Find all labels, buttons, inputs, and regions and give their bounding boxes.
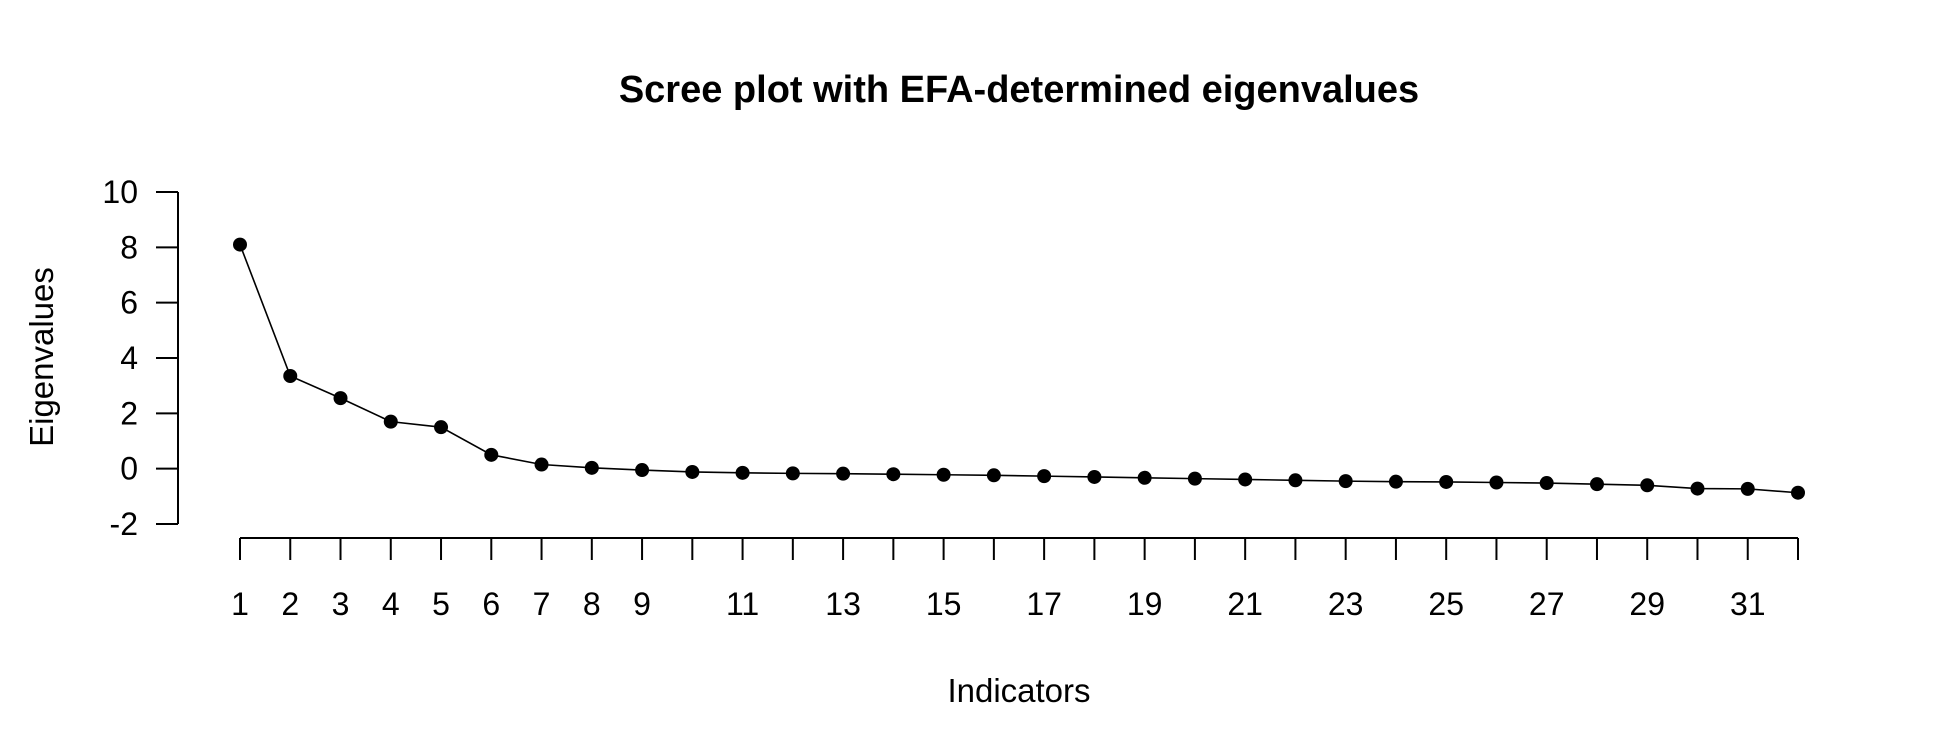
data-point: [1238, 472, 1253, 487]
x-tick-label: 21: [1227, 586, 1263, 622]
data-point: [233, 237, 247, 252]
data-point: [434, 420, 449, 435]
x-tick-label: 11: [726, 586, 759, 622]
y-tick-label: 2: [120, 395, 138, 431]
data-point: [1489, 475, 1504, 490]
x-tick-label: 9: [633, 586, 651, 622]
y-axis-label: Eigenvalues: [23, 267, 60, 447]
data-point: [685, 464, 700, 479]
x-tick-label: 1: [231, 586, 249, 622]
y-tick-label: 0: [120, 451, 138, 487]
data-point: [1087, 469, 1102, 484]
x-tick-label: 6: [482, 586, 500, 622]
x-tick-label: 17: [1026, 586, 1062, 622]
data-point: [1640, 478, 1655, 493]
x-tick-label: 13: [825, 586, 861, 622]
x-tick-label: 31: [1730, 586, 1766, 622]
data-point: [1740, 481, 1755, 496]
y-tick-label: -2: [110, 506, 138, 542]
x-tick-label: 19: [1127, 586, 1163, 622]
data-point: [1187, 471, 1202, 486]
x-tick-label: 8: [583, 586, 601, 622]
plot-area: [233, 237, 1805, 500]
x-axis: 1 2 3 4 5 6 7 8 9 11 13 15 17 19 21 23 25 27 29 31: [231, 537, 1799, 622]
data-point: [735, 465, 750, 480]
x-axis-label: Indicators: [947, 672, 1090, 709]
x-tick-label: 5: [432, 586, 450, 622]
data-point: [986, 468, 1001, 483]
x-tick-label: 25: [1428, 586, 1464, 622]
x-tick-label: 4: [382, 586, 400, 622]
data-point: [1137, 470, 1152, 485]
y-axis: -2 0 2 4 6 8 10: [102, 174, 179, 542]
x-tick-label: 15: [926, 586, 962, 622]
data-point: [484, 447, 499, 462]
x-tick-label: 7: [533, 586, 551, 622]
data-point: [785, 466, 800, 481]
data-point: [283, 368, 298, 383]
data-point: [1338, 474, 1353, 489]
x-tick-label: 27: [1529, 586, 1565, 622]
series-line: [239, 244, 1799, 494]
x-tick-label: 2: [281, 586, 299, 622]
chart-title: Scree plot with EFA-determined eigenvalu…: [619, 69, 1419, 111]
data-point: [1288, 473, 1303, 488]
data-point: [383, 414, 398, 429]
data-point: [1439, 474, 1454, 489]
data-point: [333, 391, 348, 406]
data-point: [635, 463, 650, 478]
x-tick-label: 29: [1629, 586, 1665, 622]
y-tick-label: 10: [102, 174, 138, 210]
y-tick-label: 4: [120, 340, 138, 376]
data-point: [584, 460, 599, 475]
x-tick-label: 23: [1328, 586, 1364, 622]
data-point: [836, 466, 851, 481]
y-tick-label: 6: [120, 285, 138, 321]
data-point: [1791, 485, 1805, 500]
data-point: [936, 467, 951, 482]
data-point: [1539, 476, 1554, 491]
data-point: [1589, 477, 1604, 492]
y-tick-label: 8: [120, 229, 138, 265]
data-point: [1388, 474, 1403, 489]
data-point: [1690, 481, 1705, 496]
data-point: [1037, 469, 1052, 484]
data-point: [886, 467, 901, 482]
data-point: [534, 457, 549, 472]
x-tick-label: 3: [332, 586, 350, 622]
